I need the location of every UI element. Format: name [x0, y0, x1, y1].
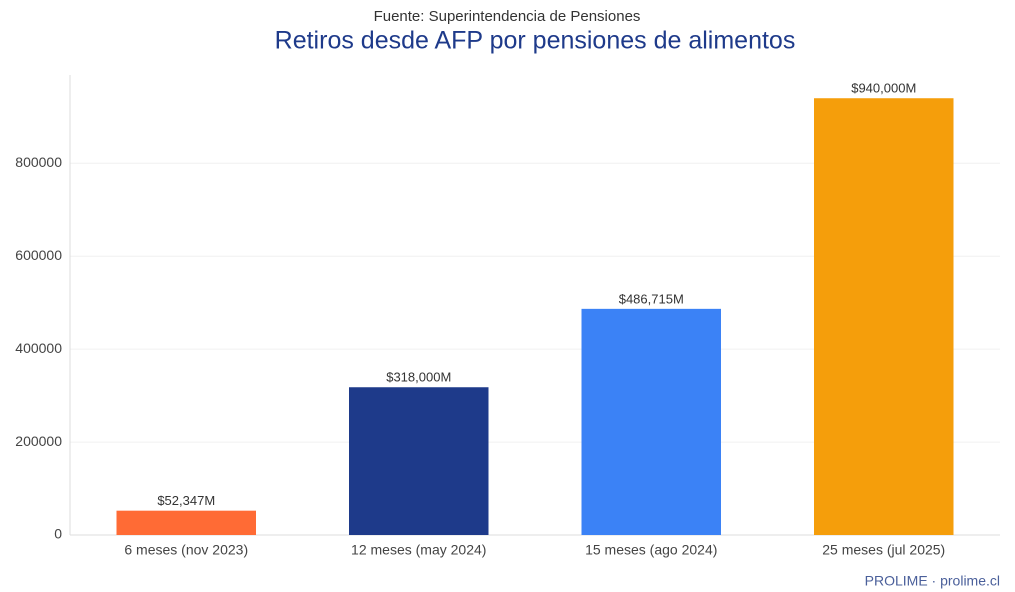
- chart-title: Retiros desde AFP por pensiones de alime…: [275, 27, 796, 55]
- x-tick-label: 25 meses (jul 2025): [822, 542, 945, 558]
- x-tick-label: 15 meses (ago 2024): [585, 542, 717, 558]
- value-label: $318,000M: [386, 370, 451, 385]
- bar: [581, 308, 721, 535]
- bar: [116, 510, 256, 535]
- y-tick-label: 600000: [15, 247, 62, 263]
- value-label: $52,347M: [157, 493, 215, 508]
- chart-subtitle: Fuente: Superintendencia de Pensiones: [374, 8, 641, 25]
- x-tick-label: 6 meses (nov 2023): [124, 542, 248, 558]
- bar: [814, 98, 954, 535]
- bar: [349, 387, 489, 535]
- y-tick-label: 200000: [15, 433, 62, 449]
- footer: PROLIME · prolime.cl: [865, 573, 1000, 589]
- y-tick-label: 800000: [15, 154, 62, 170]
- x-tick-label: 12 meses (may 2024): [351, 542, 486, 558]
- value-label: $940,000M: [851, 81, 916, 96]
- value-label: $486,715M: [619, 291, 684, 306]
- y-tick-label: 0: [54, 526, 62, 542]
- y-tick-label: 400000: [15, 340, 62, 356]
